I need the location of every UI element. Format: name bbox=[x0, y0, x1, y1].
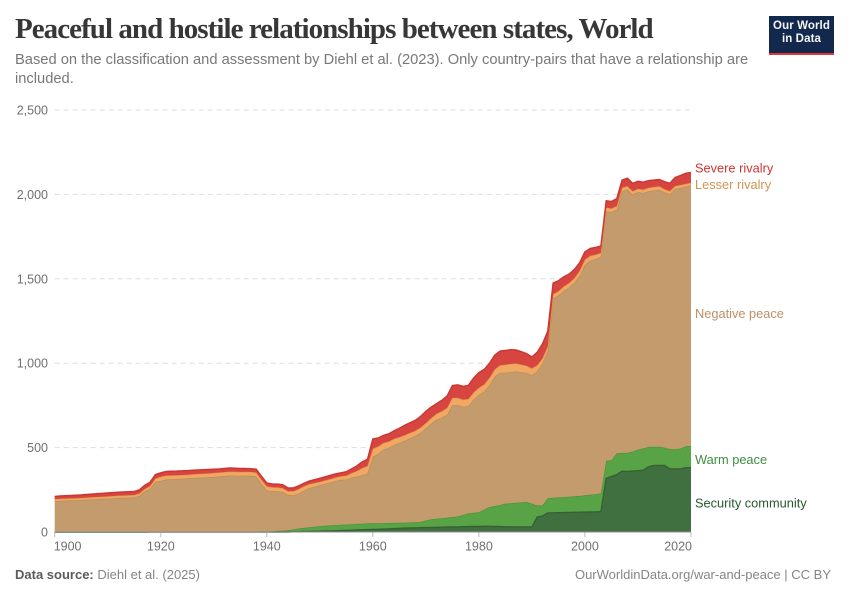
svg-text:2020: 2020 bbox=[664, 540, 692, 554]
svg-text:2000: 2000 bbox=[571, 540, 599, 554]
svg-text:1920: 1920 bbox=[147, 540, 175, 554]
svg-text:1,000: 1,000 bbox=[17, 357, 48, 371]
svg-text:Lesser rivalry: Lesser rivalry bbox=[695, 177, 772, 192]
svg-text:Security community: Security community bbox=[695, 495, 807, 510]
svg-text:Negative peace: Negative peace bbox=[695, 306, 784, 321]
svg-text:1900: 1900 bbox=[54, 540, 82, 554]
svg-text:1940: 1940 bbox=[253, 540, 281, 554]
svg-text:1,500: 1,500 bbox=[17, 272, 48, 286]
svg-text:Warm peace: Warm peace bbox=[695, 452, 767, 467]
svg-text:1960: 1960 bbox=[359, 540, 387, 554]
svg-text:1980: 1980 bbox=[465, 540, 493, 554]
svg-text:2,500: 2,500 bbox=[17, 104, 48, 118]
svg-text:Severe rivalry: Severe rivalry bbox=[695, 161, 774, 176]
svg-text:500: 500 bbox=[27, 441, 48, 455]
svg-text:2,000: 2,000 bbox=[17, 188, 48, 202]
svg-text:0: 0 bbox=[41, 526, 48, 540]
